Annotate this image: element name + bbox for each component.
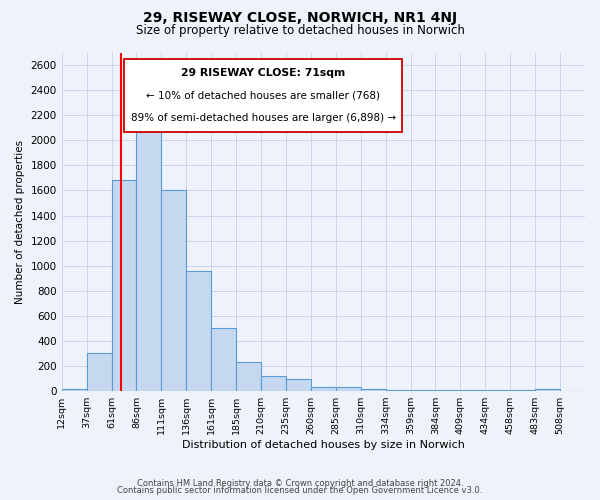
Bar [286,379,311,391]
Bar [436,390,460,391]
X-axis label: Distribution of detached houses by size in Norwich: Distribution of detached houses by size … [182,440,465,450]
Bar [211,328,236,391]
Bar [386,390,410,391]
Y-axis label: Number of detached properties: Number of detached properties [15,140,25,304]
Text: 29, RISEWAY CLOSE, NORWICH, NR1 4NJ: 29, RISEWAY CLOSE, NORWICH, NR1 4NJ [143,11,457,25]
Text: Contains HM Land Registry data © Crown copyright and database right 2024.: Contains HM Land Registry data © Crown c… [137,478,463,488]
Bar [510,390,535,391]
Bar [236,362,261,391]
Bar [112,180,136,391]
Bar [161,190,186,391]
Bar [361,389,386,391]
Text: 29 RISEWAY CLOSE: 71sqm: 29 RISEWAY CLOSE: 71sqm [181,68,345,78]
Bar [86,354,112,391]
Bar [136,122,161,391]
Bar [460,390,485,391]
Text: 89% of semi-detached houses are larger (6,898) →: 89% of semi-detached houses are larger (… [131,113,396,123]
Bar [261,376,286,391]
Text: ← 10% of detached houses are smaller (768): ← 10% of detached houses are smaller (76… [146,90,380,101]
Bar [410,390,436,391]
Bar [336,388,361,391]
Bar [62,389,86,391]
Bar [311,388,336,391]
Text: Contains public sector information licensed under the Open Government Licence v3: Contains public sector information licen… [118,486,482,495]
Bar [535,389,560,391]
Bar [186,270,211,391]
Text: Size of property relative to detached houses in Norwich: Size of property relative to detached ho… [136,24,464,37]
FancyBboxPatch shape [124,60,402,132]
Bar [485,390,510,391]
